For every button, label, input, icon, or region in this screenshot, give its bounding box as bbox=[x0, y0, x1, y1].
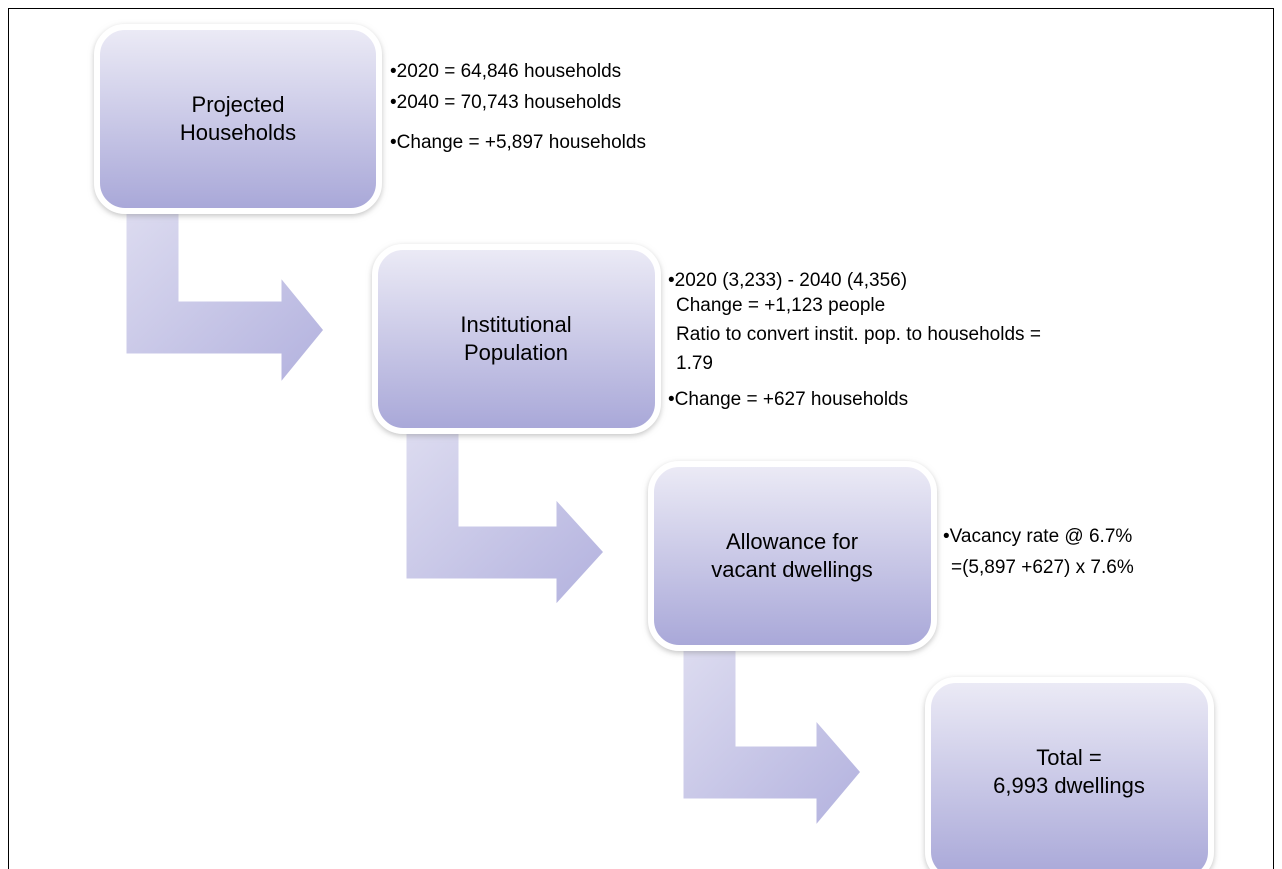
note: •Change = +5,897 households bbox=[390, 132, 646, 153]
note: •2040 = 70,743 households bbox=[390, 92, 621, 113]
arrow bbox=[680, 643, 864, 833]
node-label: vacant dwellings bbox=[711, 557, 872, 582]
note: •2020 (3,233) - 2040 (4,356) bbox=[668, 270, 907, 291]
note: •Vacancy rate @ 6.7% bbox=[943, 526, 1132, 547]
node-label: Total = bbox=[1036, 745, 1101, 770]
node-label: Households bbox=[180, 120, 296, 145]
note: •Change = +627 households bbox=[668, 389, 908, 410]
note: Change = +1,123 people bbox=[676, 295, 885, 316]
node-label: Institutional bbox=[460, 312, 571, 337]
box bbox=[925, 677, 1214, 869]
boxes bbox=[94, 24, 1214, 869]
arrow bbox=[123, 203, 327, 390]
note: 1.79 bbox=[676, 353, 713, 374]
note: •2020 = 64,846 households bbox=[390, 61, 621, 82]
box bbox=[648, 461, 937, 651]
note: Ratio to convert instit. pop. to househo… bbox=[676, 324, 1041, 345]
arrows bbox=[123, 203, 864, 833]
arrow bbox=[403, 425, 608, 611]
frame bbox=[8, 8, 1274, 869]
node-label: Allowance for bbox=[726, 529, 858, 554]
box bbox=[94, 24, 382, 214]
box bbox=[372, 244, 661, 434]
note: =(5,897 +627) x 7.6% bbox=[951, 557, 1134, 578]
node-label: 6,993 dwellings bbox=[993, 773, 1145, 798]
node-label: Population bbox=[464, 340, 568, 365]
node-label: Projected bbox=[192, 92, 285, 117]
